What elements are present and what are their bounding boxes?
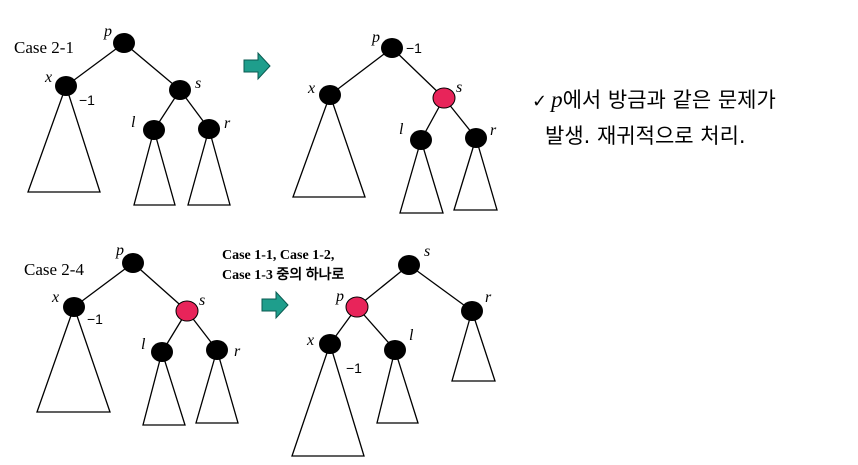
node-l-black: [384, 340, 406, 360]
node-r-black: [465, 128, 487, 148]
node-s-red: [176, 301, 198, 321]
node-x-black: [319, 85, 341, 105]
checkmark-icon: ✓: [532, 91, 547, 112]
transition-caption-line1: Case 1-1, Case 1-2,: [222, 248, 334, 263]
label-l: l: [131, 114, 136, 131]
node-x-black: [319, 334, 341, 354]
label-r: r: [224, 115, 231, 132]
transition-arrow-icon: [262, 292, 288, 318]
case-2-1-before-tree: Case 2-1 p x −1 s l r: [14, 23, 231, 205]
node-s-black: [169, 80, 191, 100]
double-black-mark-x: −1: [79, 92, 95, 108]
node-l-black: [410, 130, 432, 150]
case-2-4-before-tree: Case 2-4 p x −1 s l r: [24, 242, 241, 425]
edge-p-x: [66, 43, 124, 86]
label-s: s: [424, 243, 430, 260]
label-l: l: [409, 327, 414, 344]
subtree-l: [400, 140, 443, 213]
node-p-black: [122, 253, 144, 273]
node-x-black: [55, 76, 77, 96]
note-line-2: 발생. 재귀적으로 처리.: [532, 119, 776, 153]
node-p-black: [113, 33, 135, 53]
label-x: x: [51, 289, 59, 306]
label-s: s: [456, 79, 462, 96]
case-2-1-after-tree: p −1 x s l r: [293, 29, 497, 213]
subtree-x: [293, 95, 365, 197]
node-p-black: [381, 38, 403, 58]
note-variable-p: p: [551, 87, 563, 112]
label-s: s: [195, 75, 201, 92]
subtree-l: [143, 352, 185, 425]
node-x-black: [63, 297, 85, 317]
label-p: p: [103, 23, 112, 40]
node-r-black: [198, 119, 220, 139]
node-l-black: [151, 342, 173, 362]
subtree-l: [134, 130, 175, 205]
subtree-l: [377, 350, 418, 423]
node-p-red: [346, 297, 368, 317]
note-line-1-text: 에서 방금과 같은 문제가: [563, 88, 776, 112]
edge-p-s: [124, 43, 180, 90]
label-p: p: [115, 242, 124, 259]
label-l: l: [141, 336, 146, 353]
subtree-r: [196, 350, 238, 423]
label-s: s: [199, 292, 205, 309]
label-r: r: [234, 343, 241, 360]
label-x: x: [44, 69, 52, 86]
label-p: p: [371, 29, 380, 46]
transition-caption-line2: Case 1-3 중의 하나로: [222, 266, 344, 283]
node-r-black: [461, 301, 483, 321]
edge-p-x: [330, 48, 392, 95]
node-r-black: [206, 340, 228, 360]
subtree-r: [188, 129, 230, 205]
explanation-note: ✓ p에서 방금과 같은 문제가 발생. 재귀적으로 처리.: [532, 83, 776, 153]
label-r: r: [490, 122, 497, 139]
double-black-mark-p: −1: [406, 40, 422, 56]
label-r: r: [485, 289, 492, 306]
node-s-black: [398, 255, 420, 275]
case-2-4-label: Case 2-4: [24, 260, 84, 279]
note-line-1: ✓ p에서 방금과 같은 문제가: [532, 83, 776, 119]
subtree-r: [454, 138, 497, 210]
double-black-mark-x: −1: [87, 311, 103, 327]
label-x: x: [307, 80, 315, 97]
subtree-r: [452, 311, 495, 381]
label-p: p: [335, 288, 344, 305]
double-black-mark-x: −1: [346, 360, 362, 376]
transition-arrow-icon: [244, 53, 270, 79]
node-s-red: [433, 88, 455, 108]
label-l: l: [399, 121, 404, 138]
label-x: x: [306, 332, 314, 349]
edge-s-r: [409, 265, 472, 311]
case-2-1-label: Case 2-1: [14, 38, 74, 57]
node-l-black: [143, 120, 165, 140]
